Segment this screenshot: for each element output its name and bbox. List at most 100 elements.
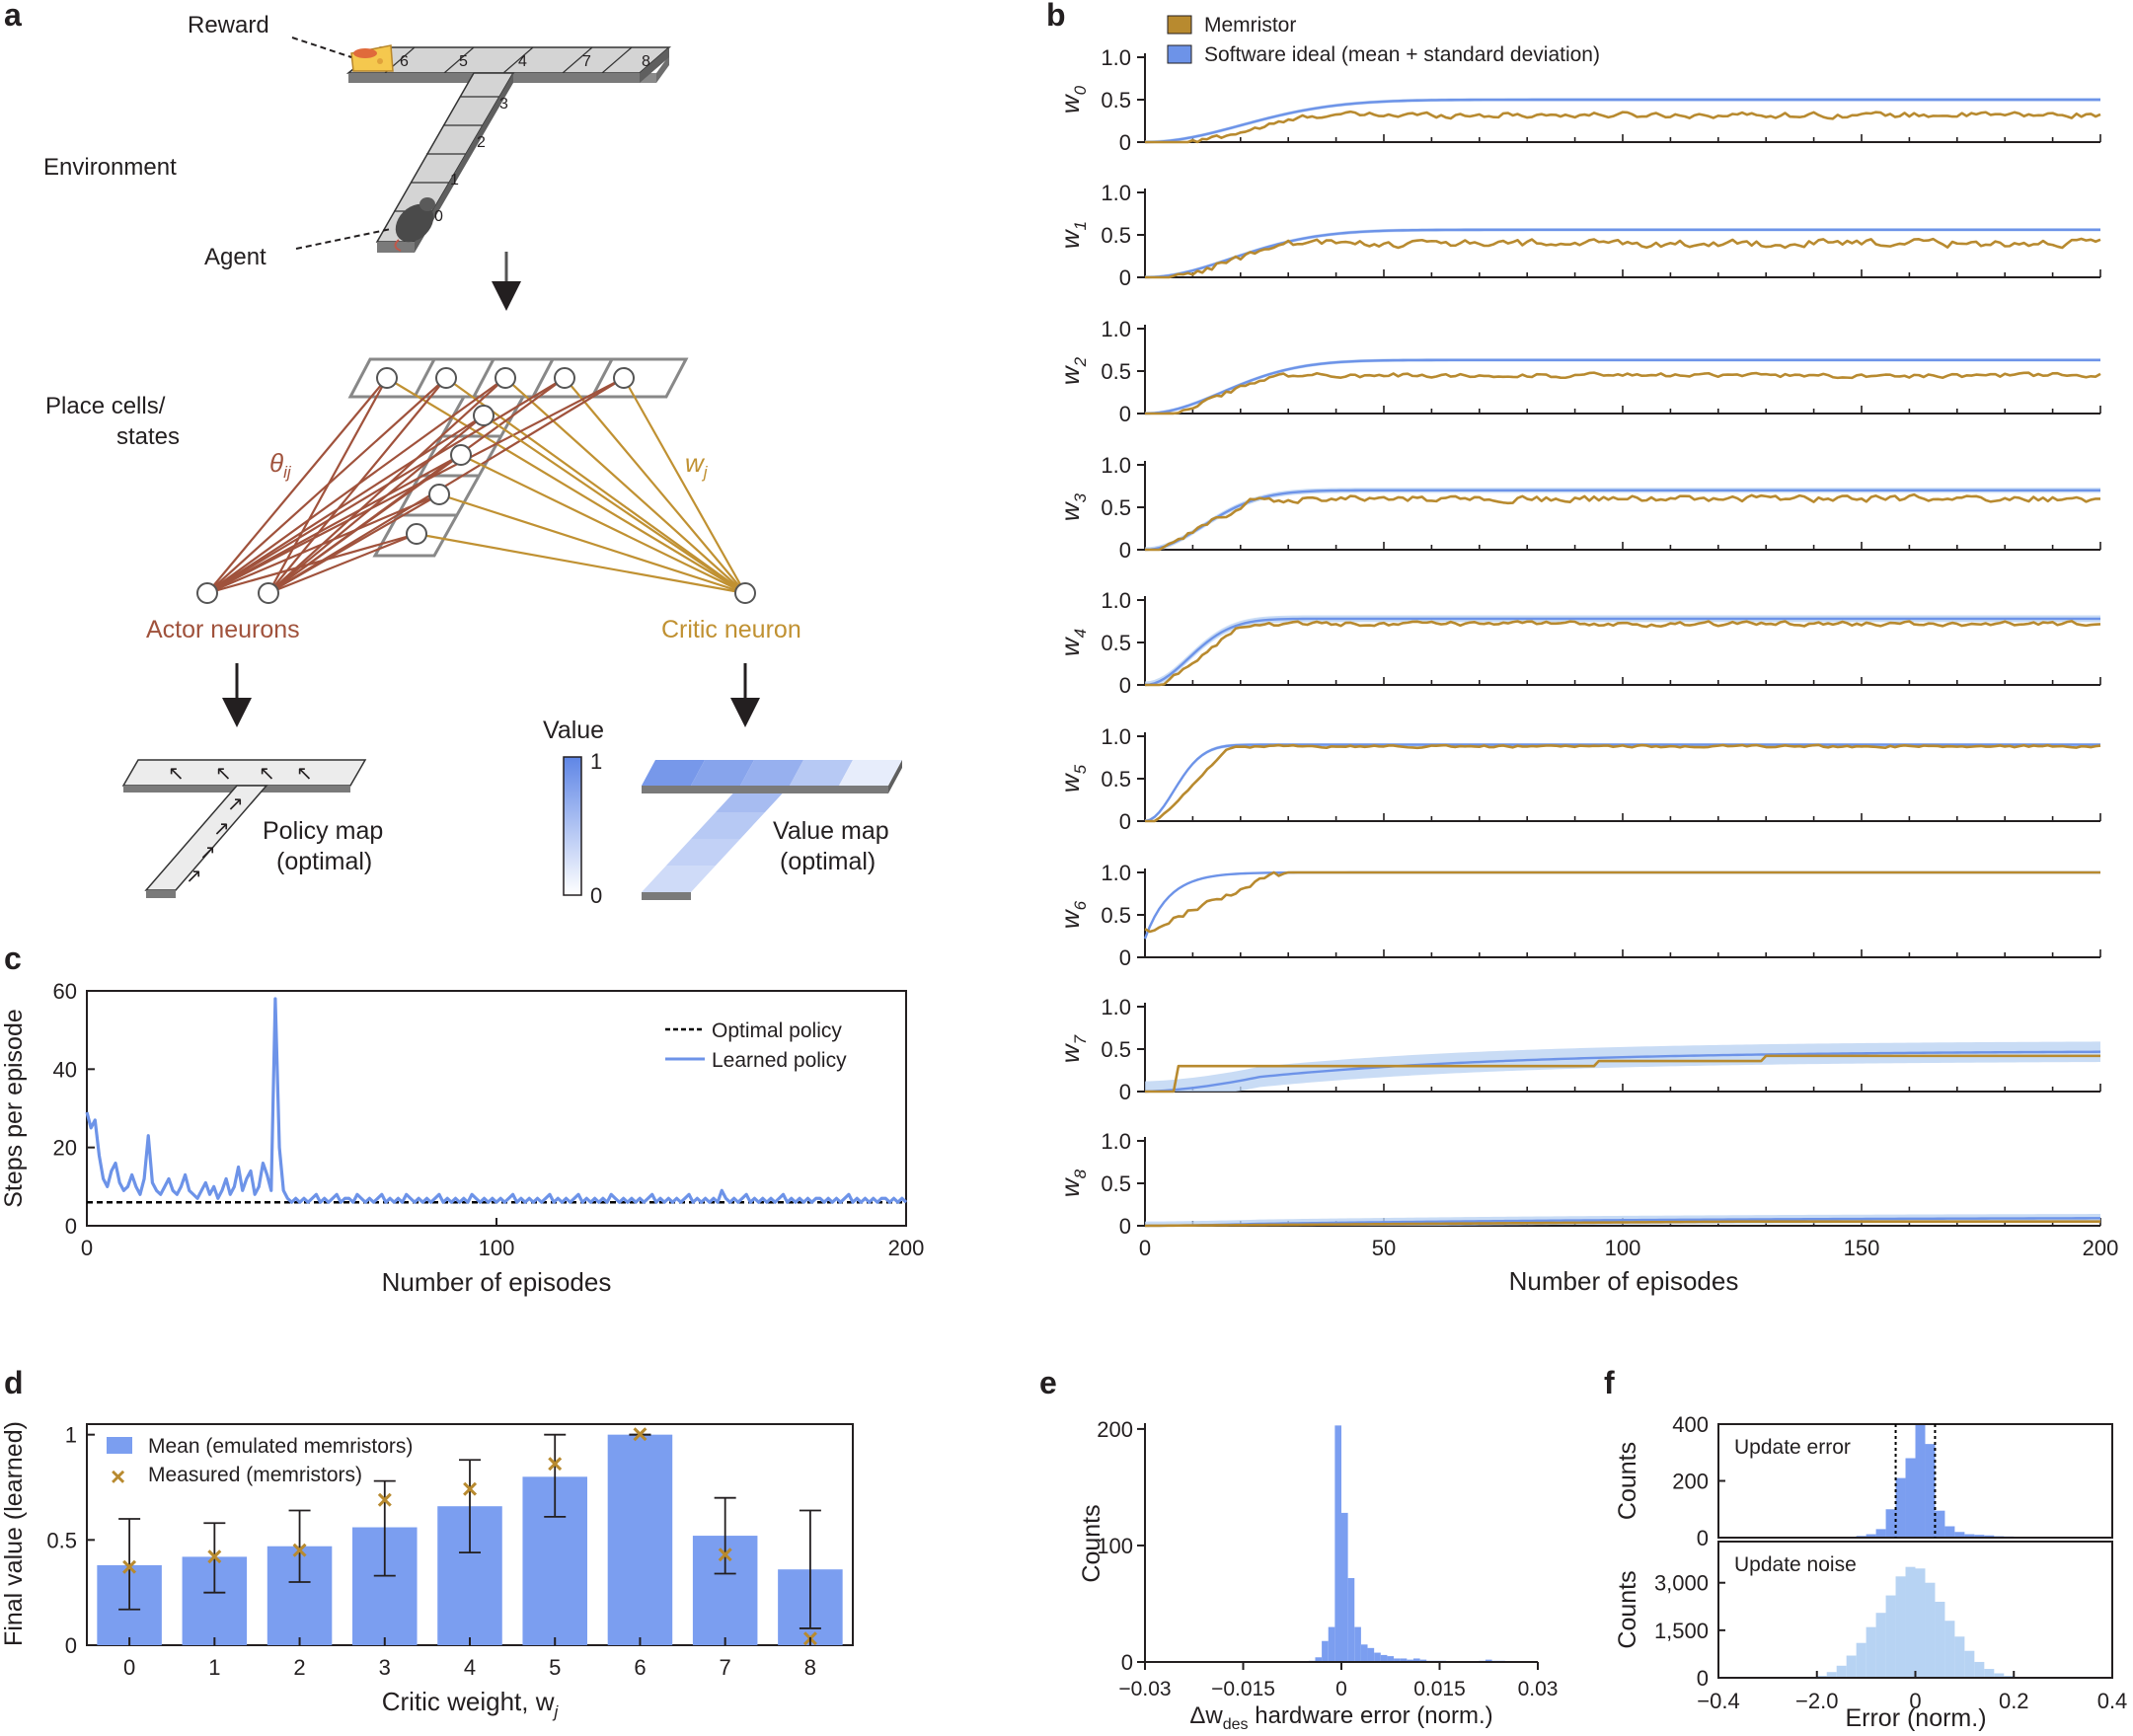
x-tick-label: 4 — [464, 1655, 476, 1680]
actor-synapse-line — [267, 377, 625, 594]
software-ideal-line — [1144, 358, 2100, 415]
software-std-band — [1145, 358, 2100, 414]
legend-mean-label: Mean (emulated memristors) — [148, 1435, 413, 1458]
y-tick-label: 0 — [65, 1633, 77, 1658]
panel-c-ylabel: Steps per episode — [0, 1009, 28, 1208]
maze-cell-8: 8 — [642, 53, 650, 70]
memristor-line — [1145, 371, 2101, 415]
panel-letter-d: d — [4, 1365, 24, 1400]
legend-software-swatch — [1167, 44, 1192, 64]
x-tick-label: −0.4 — [1697, 1689, 1739, 1713]
histogram-bar — [1347, 1578, 1355, 1662]
memristor-line — [1145, 237, 2101, 279]
histogram-bar — [1374, 1652, 1381, 1662]
y-tick-label: 1.0 — [1101, 995, 1131, 1019]
y-tick-label: 0 — [1119, 130, 1131, 155]
y-tick-label: 200 — [1097, 1417, 1133, 1442]
memristor-line — [1145, 1054, 2100, 1094]
panel-e-xlabel: Δwdes hardware error (norm.) — [1189, 1702, 1492, 1733]
place-cells-label-line2: states — [116, 423, 180, 450]
critic-neuron-node — [734, 582, 756, 604]
histogram-bar — [1954, 1532, 1965, 1538]
policy-map-label-line1: Policy map — [263, 817, 383, 845]
critic-synapse-line — [416, 532, 746, 595]
x-tick-label: 2 — [293, 1655, 305, 1680]
y-tick-label: 0 — [1121, 1650, 1133, 1675]
place-cell-node — [554, 367, 575, 389]
software-ideal-line — [1144, 1050, 2101, 1094]
histogram-bar — [1367, 1647, 1375, 1662]
histogram-bar — [1944, 1526, 1955, 1538]
panel-c-xlabel: Number of episodes — [382, 1267, 612, 1297]
panel-d-legend: Mean (emulated memristors) × Measured (m… — [107, 1435, 413, 1491]
memristor-line — [1144, 870, 2100, 934]
panel-e-hardware-error: 0 100 200 −0.03 −0.015 0 0.015 0.03 Counts Δwde… — [1078, 1417, 1558, 1733]
software-std-band — [1145, 742, 2100, 821]
x-tick-label: −2.0 — [1795, 1689, 1838, 1713]
y-tick-label: 0 — [1119, 673, 1131, 698]
y-tick-label: 0 — [1697, 1666, 1709, 1691]
histogram-bar — [1994, 1673, 2005, 1678]
x-tick-label: 7 — [720, 1655, 731, 1680]
histogram-bar — [1394, 1658, 1401, 1662]
place-cell-node — [495, 367, 516, 389]
panel-b-subplot-w4: 0 0.5 1.0 w4 — [1055, 588, 2101, 698]
memristor-line — [1145, 110, 2101, 144]
memristor-line — [1145, 743, 2101, 823]
histogram-bar — [1935, 1510, 1945, 1538]
histogram-bar — [1866, 1626, 1876, 1678]
panel-b-subplot-w2: 0 0.5 1.0 w2 — [1055, 317, 2101, 426]
cheese-icon — [350, 44, 394, 72]
legend-optimal-label: Optimal policy — [712, 1019, 842, 1042]
histogram-bar — [1964, 1534, 1975, 1538]
software-ideal-line — [1144, 98, 2100, 144]
x-tick-label: 0.4 — [2097, 1689, 2128, 1713]
histogram-bar — [1315, 1657, 1323, 1662]
histogram-bar — [1885, 1509, 1896, 1538]
panel-b-subplot-w6: 0 0.5 1.0 w6 — [1055, 861, 2101, 970]
y-tick-label: 1.0 — [1101, 1129, 1131, 1154]
histogram-bar — [1419, 1659, 1427, 1662]
y-tick-label: 1,500 — [1654, 1619, 1709, 1643]
panel-b-subplot-w1: 0 0.5 1.0 w1 — [1055, 181, 2101, 290]
x-tick-label: 100 — [479, 1236, 515, 1260]
value-map-cell — [642, 866, 716, 892]
environment-label: Environment — [43, 154, 177, 181]
legend-measured-label: Measured (memristors) — [148, 1464, 362, 1486]
x-tick-label: 0.2 — [1999, 1689, 2029, 1713]
histogram-bar — [1334, 1425, 1341, 1662]
histogram-bar — [1915, 1568, 1926, 1678]
histogram-bar — [1984, 1535, 1995, 1538]
policy-map-label-line2: (optimal) — [276, 848, 372, 875]
panel-d-ylabel: Final value (learned) — [0, 1421, 28, 1646]
value-map-edge — [888, 760, 902, 793]
t-maze-environment: 6 5 4 7 8 3 2 1 0 Reward Environment A — [43, 12, 672, 270]
histogram-bar — [1925, 1444, 1936, 1538]
y-tick-label: 0.5 — [1101, 1037, 1131, 1062]
y-tick-label: 0 — [1119, 945, 1131, 970]
software-ideal-line — [1144, 489, 2100, 552]
y-tick-label: 0 — [1119, 809, 1131, 834]
panel-d-xlabel: Critic weight, wj — [382, 1687, 560, 1721]
value-colorbar: Value 1 0 — [543, 717, 604, 908]
histogram-bar — [1322, 1640, 1329, 1662]
histogram-bar — [1915, 1424, 1926, 1538]
maze-cell-1: 1 — [450, 172, 459, 189]
y-axis-label-w5: w5 — [1055, 764, 1090, 793]
histogram-bar — [1944, 1621, 1955, 1678]
panel-f-update-error-noise: 0 200 400 Update error Counts 0 1,500 3,000 Upda… — [1614, 1412, 2127, 1732]
panel-d-final-values: 0 0.5 1 × 0 × 1 × 2 × 3 × 4 × 5 × 6 × 7 × 8 Mean (emulated m… — [0, 1419, 854, 1721]
y-tick-label: 100 — [1097, 1534, 1133, 1558]
maze-cell-0: 0 — [434, 208, 443, 225]
histogram-bar — [1925, 1582, 1936, 1678]
y-tick-label: 20 — [53, 1136, 77, 1161]
histogram-bar — [1895, 1477, 1906, 1538]
histogram-bar — [1400, 1658, 1408, 1662]
subplot-title: Update noise — [1734, 1553, 1857, 1576]
y-tick-label: 1 — [65, 1423, 77, 1448]
place-cell-node — [450, 444, 472, 466]
bar-w6 — [607, 1434, 673, 1645]
maze-cell-7: 7 — [582, 53, 591, 70]
value-map-edge — [642, 892, 691, 900]
y-tick-label: 0 — [1119, 538, 1131, 563]
